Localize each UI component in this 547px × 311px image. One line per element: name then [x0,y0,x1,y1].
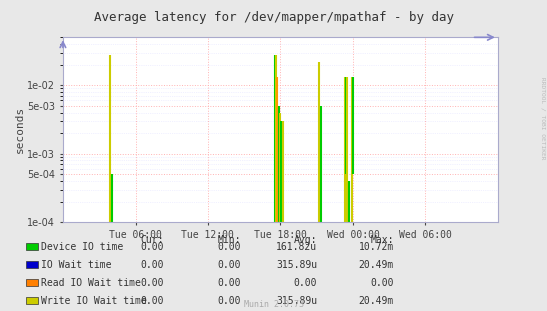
Text: 161.82u: 161.82u [276,242,317,252]
Text: RRDTOOL / TOBI OETIKER: RRDTOOL / TOBI OETIKER [541,77,546,160]
Text: 20.49m: 20.49m [359,260,394,270]
Text: Max:: Max: [370,235,394,245]
Text: Device IO time: Device IO time [41,242,123,252]
Text: 0.00: 0.00 [141,260,164,270]
Text: 315.89u: 315.89u [276,260,317,270]
Text: 0.00: 0.00 [217,296,241,306]
Text: 20.49m: 20.49m [359,296,394,306]
Text: 0.00: 0.00 [141,242,164,252]
Text: 315.89u: 315.89u [276,296,317,306]
Text: 0.00: 0.00 [141,296,164,306]
Text: Average latency for /dev/mapper/mpathaf - by day: Average latency for /dev/mapper/mpathaf … [94,11,453,24]
Text: Cur:: Cur: [141,235,164,245]
Text: 0.00: 0.00 [217,260,241,270]
Text: 0.00: 0.00 [217,278,241,288]
Text: 0.00: 0.00 [370,278,394,288]
Text: 0.00: 0.00 [217,242,241,252]
Text: Write IO Wait time: Write IO Wait time [41,296,147,306]
Text: IO Wait time: IO Wait time [41,260,112,270]
Text: Min:: Min: [217,235,241,245]
Text: 10.72m: 10.72m [359,242,394,252]
Text: 0.00: 0.00 [141,278,164,288]
Text: Munin 2.0.73: Munin 2.0.73 [243,300,304,309]
Y-axis label: seconds: seconds [14,106,25,153]
Text: Avg:: Avg: [294,235,317,245]
Text: Read IO Wait time: Read IO Wait time [41,278,141,288]
Text: 0.00: 0.00 [294,278,317,288]
